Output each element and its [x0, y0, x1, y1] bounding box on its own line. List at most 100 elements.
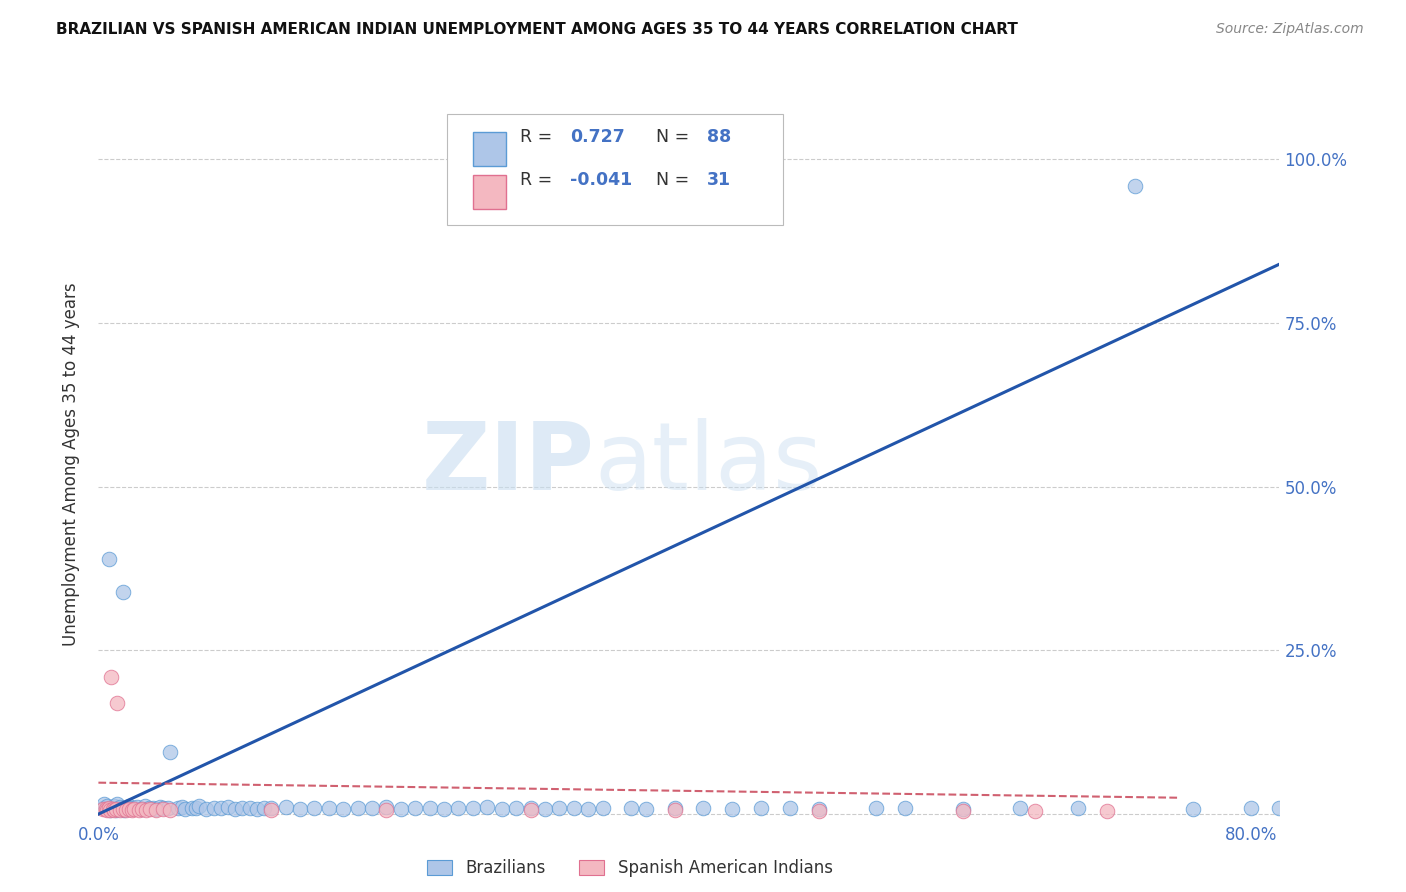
Point [166, 801, 188, 815]
Point [1268, 801, 1291, 815]
FancyBboxPatch shape [472, 175, 506, 209]
Point [93, 797, 115, 812]
Point [304, 800, 326, 814]
Point [149, 800, 172, 814]
Point [346, 800, 368, 814]
Point [1182, 802, 1205, 816]
Point [952, 802, 974, 816]
Y-axis label: Unemployment Among Ages 35 to 44 years: Unemployment Among Ages 35 to 44 years [62, 282, 80, 646]
Point [433, 802, 456, 816]
Text: Source: ZipAtlas.com: Source: ZipAtlas.com [1216, 22, 1364, 37]
Point [159, 803, 181, 817]
Point [721, 802, 744, 816]
Point [91, 802, 114, 816]
Point [108, 800, 131, 814]
Point [118, 802, 141, 816]
Point [664, 800, 686, 814]
Point [807, 802, 830, 816]
Point [108, 803, 131, 817]
Point [419, 801, 441, 815]
Legend: Brazilians, Spanish American Indians: Brazilians, Spanish American Indians [420, 853, 839, 884]
Point [96, 799, 118, 814]
Point [104, 802, 127, 816]
Point [664, 803, 686, 817]
Point [1010, 800, 1032, 814]
Point [139, 802, 162, 816]
Point [188, 799, 211, 814]
Point [260, 803, 283, 817]
Point [576, 802, 599, 816]
Text: R =: R = [520, 128, 558, 146]
Text: 31: 31 [707, 171, 731, 189]
Point [1095, 804, 1118, 818]
Point [131, 802, 153, 816]
Point [100, 800, 122, 814]
Point [142, 800, 165, 814]
Point [145, 802, 167, 816]
Point [97, 801, 120, 815]
Point [260, 801, 283, 815]
Point [159, 745, 181, 759]
Point [447, 800, 470, 814]
Point [94, 802, 117, 816]
Point [404, 800, 426, 814]
Point [239, 801, 262, 815]
Point [246, 802, 269, 816]
Point [121, 800, 143, 814]
Point [105, 797, 128, 812]
Point [318, 801, 340, 815]
Point [1024, 804, 1046, 818]
Point [98, 803, 121, 817]
Point [519, 803, 541, 817]
Point [195, 802, 218, 816]
Text: ZIP: ZIP [422, 417, 595, 510]
Point [111, 584, 134, 599]
Point [749, 800, 772, 814]
Point [104, 803, 127, 817]
Point [128, 803, 150, 817]
Point [124, 802, 146, 816]
Point [181, 800, 204, 814]
Point [477, 800, 499, 814]
Text: 88: 88 [707, 128, 731, 146]
Point [592, 800, 614, 814]
Point [173, 802, 195, 816]
Point [170, 800, 193, 814]
Point [112, 803, 135, 817]
Point [1125, 178, 1147, 193]
Point [375, 803, 398, 817]
Point [101, 802, 124, 816]
Point [534, 802, 557, 816]
Point [115, 801, 138, 815]
Point [231, 800, 253, 814]
Text: 0.727: 0.727 [569, 128, 624, 146]
Text: N =: N = [655, 128, 695, 146]
Point [124, 801, 146, 815]
Point [96, 803, 118, 817]
Point [110, 802, 132, 816]
Point [779, 801, 801, 815]
Point [548, 800, 571, 814]
Point [138, 801, 160, 815]
FancyBboxPatch shape [447, 114, 783, 225]
Point [100, 670, 122, 684]
Point [105, 696, 128, 710]
Point [375, 800, 398, 814]
Point [118, 799, 141, 814]
Point [202, 800, 225, 814]
Point [103, 799, 125, 814]
Point [807, 804, 830, 818]
Point [101, 802, 124, 816]
Point [186, 801, 208, 815]
Point [389, 802, 412, 816]
Point [634, 802, 657, 816]
Point [145, 803, 167, 817]
Point [114, 800, 136, 814]
Point [519, 801, 541, 815]
Point [562, 801, 585, 815]
Point [209, 801, 232, 815]
Point [505, 800, 527, 814]
Text: BRAZILIAN VS SPANISH AMERICAN INDIAN UNEMPLOYMENT AMONG AGES 35 TO 44 YEARS CORR: BRAZILIAN VS SPANISH AMERICAN INDIAN UNE… [56, 22, 1018, 37]
Point [98, 803, 121, 817]
Point [217, 800, 239, 814]
